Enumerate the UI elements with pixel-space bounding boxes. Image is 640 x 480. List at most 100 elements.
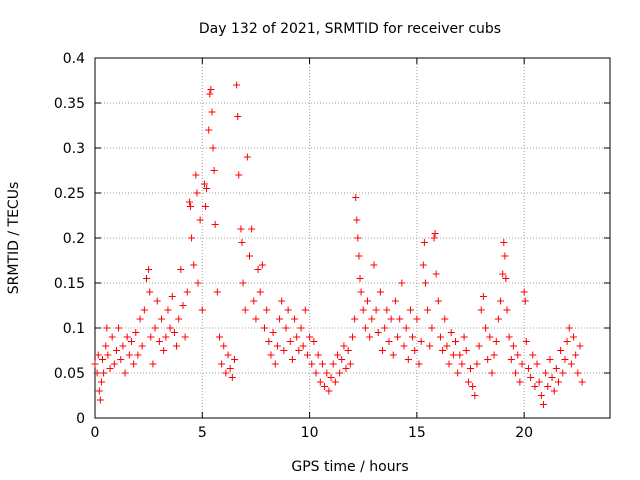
data-point-plus: [458, 360, 466, 368]
data-point-plus: [186, 203, 194, 210]
data-point-plus: [226, 365, 234, 372]
data-point-plus: [494, 315, 502, 323]
data-point-plus: [153, 297, 161, 305]
data-point-plus: [140, 306, 148, 314]
data-point-plus: [239, 279, 247, 287]
data-point-plus: [143, 275, 150, 282]
data-point-plus: [452, 338, 459, 345]
data-point-plus: [265, 338, 273, 345]
data-point-plus: [372, 306, 380, 314]
data-point-plus: [136, 315, 144, 323]
data-point-plus: [94, 351, 102, 359]
data-point-plus: [271, 360, 279, 368]
data-point-plus: [529, 351, 537, 359]
data-point-plus: [246, 252, 253, 260]
y-axis-label: SRMTID / TECUs: [6, 182, 22, 295]
data-point-plus: [97, 378, 105, 386]
data-point-plus: [127, 338, 135, 345]
data-point-plus: [475, 342, 483, 350]
data-point-plus: [208, 108, 216, 116]
data-point-plus: [479, 293, 487, 300]
data-point-plus: [284, 306, 292, 314]
data-point-plus: [233, 81, 241, 89]
data-point-plus: [104, 351, 112, 359]
data-point-plus: [537, 392, 545, 399]
data-point-plus: [391, 297, 399, 305]
data-point-plus: [482, 324, 490, 332]
axis-ticks: 0 0.05 0.1 0.15 0.2 0.25 0.3 0.35 0.4 0 5 10 15 20: [54, 51, 610, 441]
y-tick-label: 0: [76, 411, 85, 427]
grid-lines: [95, 58, 610, 418]
data-point-plus: [241, 306, 249, 314]
data-point-plus: [209, 144, 217, 152]
data-point-plus: [202, 203, 210, 210]
data-point-plus: [138, 342, 146, 350]
data-point-plus: [103, 324, 111, 332]
data-point-plus: [276, 315, 284, 323]
x-tick-label: 15: [408, 425, 426, 441]
data-point-plus: [419, 261, 427, 269]
data-point-plus: [91, 360, 99, 368]
data-point-plus: [273, 342, 281, 350]
data-point-plus: [379, 347, 387, 354]
data-point-plus: [123, 333, 131, 341]
data-point-plus: [499, 270, 507, 278]
data-point-plus: [224, 351, 232, 359]
x-tick-label: 5: [198, 425, 207, 441]
data-point-plus: [387, 315, 395, 323]
data-point-plus: [318, 360, 326, 368]
data-point-plus: [349, 333, 356, 341]
data-point-plus: [449, 351, 457, 359]
data-point-plus: [520, 288, 528, 296]
data-point-plus: [359, 306, 367, 314]
data-point-plus: [473, 360, 481, 368]
data-point-plus: [237, 225, 245, 233]
data-point-plus: [396, 315, 404, 323]
data-point-plus: [522, 338, 530, 345]
y-tick-label: 0.1: [63, 321, 85, 337]
data-point-plus: [312, 369, 320, 377]
data-point-plus: [192, 171, 200, 179]
data-point-plus: [398, 279, 406, 287]
data-point-plus: [336, 369, 344, 377]
data-point-plus: [280, 347, 288, 354]
data-point-plus: [299, 342, 307, 350]
data-point-plus: [445, 360, 453, 368]
data-point-plus: [460, 333, 468, 341]
data-point-plus: [447, 329, 455, 336]
data-point-plus: [213, 288, 221, 296]
data-point-plus: [203, 185, 211, 192]
y-tick-label: 0.4: [63, 51, 85, 67]
data-point-plus: [175, 315, 183, 323]
data-point-plus: [323, 369, 331, 377]
data-point-plus: [316, 378, 324, 386]
data-point-plus: [552, 365, 560, 372]
data-point-plus: [252, 315, 260, 323]
data-point-plus: [355, 252, 363, 260]
data-point-plus: [344, 347, 352, 354]
data-point-plus: [117, 356, 125, 363]
data-point-plus: [234, 113, 242, 120]
data-point-plus: [121, 369, 129, 377]
data-point-plus: [310, 338, 318, 345]
data-point-plus: [374, 329, 382, 336]
data-point-plus: [352, 194, 360, 201]
data-point-plus: [291, 315, 299, 323]
data-point-plus: [539, 401, 547, 408]
y-tick-label: 0.15: [54, 276, 85, 292]
data-point-plus: [548, 374, 556, 381]
data-point-plus: [502, 275, 510, 282]
data-point-plus: [149, 360, 157, 368]
data-point-plus: [286, 338, 294, 345]
data-point-plus: [188, 234, 196, 242]
data-point-plus: [282, 324, 290, 332]
data-point-plus: [338, 356, 346, 363]
data-point-plus: [314, 351, 322, 359]
data-point-plus: [546, 356, 554, 363]
data-point-plus: [572, 351, 580, 359]
data-point-plus: [130, 360, 138, 368]
data-point-plus: [297, 324, 305, 332]
data-point-plus: [428, 324, 436, 332]
data-point-plus: [181, 333, 189, 341]
data-point-plus: [147, 333, 155, 341]
